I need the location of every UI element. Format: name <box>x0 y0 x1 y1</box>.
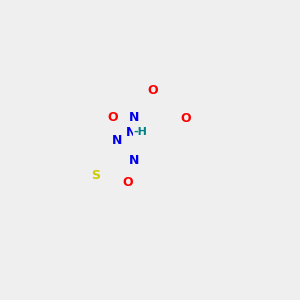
Text: N: N <box>129 154 139 167</box>
Text: O: O <box>122 176 133 189</box>
Text: O: O <box>107 111 118 124</box>
Text: S: S <box>92 169 100 182</box>
Text: -H: -H <box>134 127 148 137</box>
Text: N: N <box>129 111 139 124</box>
Text: N: N <box>125 126 136 139</box>
Text: O: O <box>148 84 158 97</box>
Text: O: O <box>180 112 190 125</box>
Text: N: N <box>112 134 123 147</box>
